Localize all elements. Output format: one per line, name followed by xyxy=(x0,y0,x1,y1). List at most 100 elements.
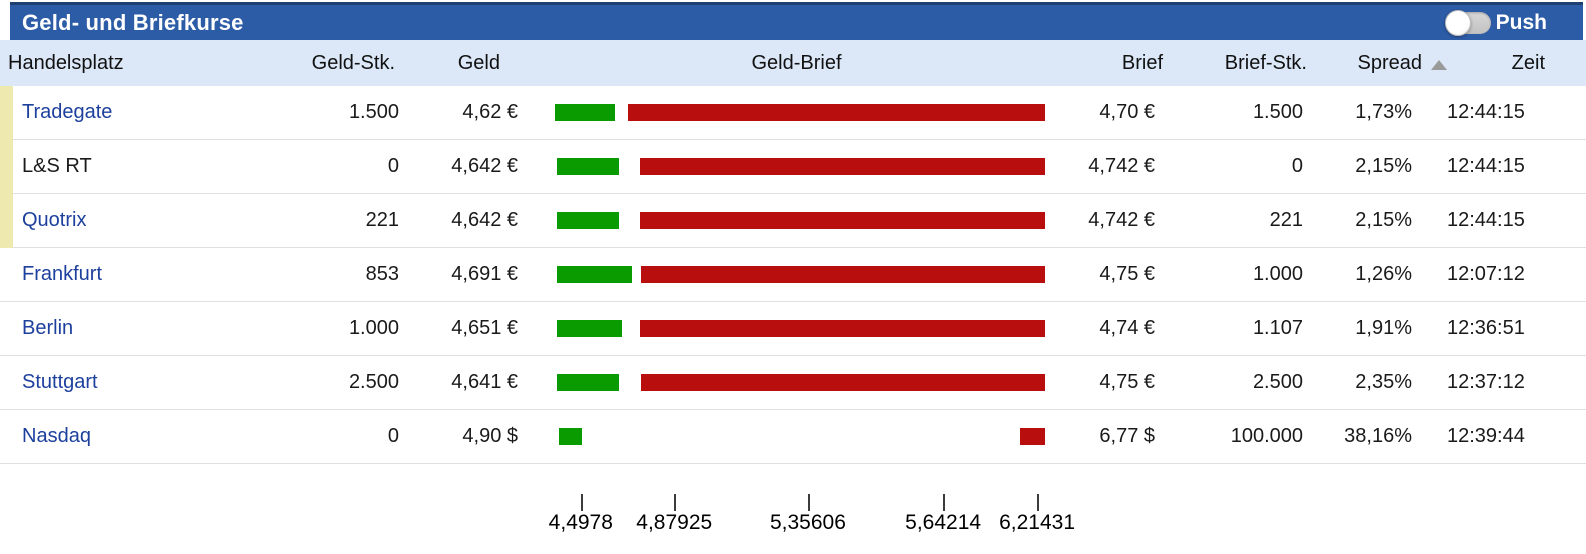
bid-bar xyxy=(556,320,623,337)
bid-bar xyxy=(558,428,582,445)
axis-tick-label: 4,87925 xyxy=(636,511,713,534)
venue-link[interactable]: Stuttgart xyxy=(22,371,98,393)
push-toggle-group: Push xyxy=(1444,9,1547,36)
bid-price-value: 4,62 € xyxy=(462,101,518,123)
ask-size-value: 2.500 xyxy=(1252,371,1303,393)
time-value: 12:37:12 xyxy=(1447,371,1525,393)
ask-price-value: 4,75 € xyxy=(1099,371,1155,393)
header-brief-stk[interactable]: Brief-Stk. xyxy=(1224,51,1307,74)
ask-bar xyxy=(639,212,1045,229)
bid-bar xyxy=(556,266,632,283)
spread-value: 1,73% xyxy=(1355,101,1412,123)
header-spread-label: Spread xyxy=(1357,51,1423,74)
ask-size-value: 100.000 xyxy=(1230,425,1303,447)
header-zeit[interactable]: Zeit xyxy=(1511,51,1545,74)
bid-ask-bar-track xyxy=(548,158,1045,175)
time-value: 12:39:44 xyxy=(1447,425,1525,447)
ask-size-value: 0 xyxy=(1291,155,1303,177)
table-row: Tradegate 1.500 4,62 € 4,70 € 1.500 1,73… xyxy=(0,86,1586,141)
price-axis-row: 4,4978 4,87925 5,35606 5,64214 6,21431 xyxy=(0,464,1586,551)
bid-size-value: 1.500 xyxy=(348,101,399,123)
axis-tick-label: 5,64214 xyxy=(905,511,982,534)
ask-price-value: 4,742 € xyxy=(1088,209,1155,231)
sort-ascending-icon xyxy=(1431,59,1447,70)
widget-title: Geld- und Briefkurse xyxy=(22,9,244,35)
venue-link: L&S RT xyxy=(22,155,92,177)
quote-table-body: Tradegate 1.500 4,62 € 4,70 € 1.500 1,73… xyxy=(0,86,1586,464)
push-toggle[interactable] xyxy=(1444,9,1491,36)
bid-bar xyxy=(556,374,620,391)
bid-ask-bar-track xyxy=(548,104,1045,121)
bid-ask-bar-track xyxy=(548,374,1045,391)
ask-bar xyxy=(639,158,1045,175)
table-header-row: Handelsplatz Geld-Stk. Geld Geld-Brief B… xyxy=(0,40,1586,86)
ask-price-value: 6,77 $ xyxy=(1099,425,1155,447)
bid-size-value: 221 xyxy=(365,209,399,231)
spread-value: 2,35% xyxy=(1355,371,1412,393)
table-row: Stuttgart 2.500 4,641 € 4,75 € 2.500 2,3… xyxy=(0,356,1586,410)
bid-size-value: 2.500 xyxy=(348,371,399,393)
axis-tick-label: 4,4978 xyxy=(548,511,613,534)
time-value: 12:44:15 xyxy=(1447,209,1525,231)
ask-size-value: 221 xyxy=(1269,209,1303,231)
bid-bar xyxy=(554,104,616,121)
axis-tick xyxy=(580,494,583,511)
axis-tick xyxy=(1037,494,1040,511)
spread-value: 2,15% xyxy=(1355,155,1412,177)
best-price-marker xyxy=(0,140,13,195)
bid-size-value: 0 xyxy=(387,155,399,177)
bid-price-value: 4,642 € xyxy=(451,155,518,177)
venue-link[interactable]: Quotrix xyxy=(22,209,87,231)
table-row: Nasdaq 0 4,90 $ 6,77 $ 100.000 38,16% 12… xyxy=(0,410,1586,464)
ask-size-value: 1.500 xyxy=(1252,101,1303,123)
bid-ask-bar-track xyxy=(548,266,1045,283)
axis-tick xyxy=(807,494,810,511)
push-toggle-knob-icon[interactable] xyxy=(1444,9,1471,36)
spread-value: 38,16% xyxy=(1344,425,1412,447)
push-label: Push xyxy=(1495,10,1547,34)
time-value: 12:07:12 xyxy=(1447,263,1525,285)
bid-price-value: 4,691 € xyxy=(451,263,518,285)
header-geld-brief[interactable]: Geld-Brief xyxy=(751,51,842,74)
time-value: 12:44:15 xyxy=(1447,155,1525,177)
header-geld[interactable]: Geld xyxy=(457,51,500,74)
bid-price-value: 4,642 € xyxy=(451,209,518,231)
time-value: 12:36:51 xyxy=(1447,317,1525,339)
bid-size-value: 0 xyxy=(387,425,399,447)
spread-value: 2,15% xyxy=(1355,209,1412,231)
bid-size-value: 1.000 xyxy=(348,317,399,339)
venue-link[interactable]: Berlin xyxy=(22,317,74,339)
ask-price-value: 4,74 € xyxy=(1099,317,1155,339)
venue-link[interactable]: Tradegate xyxy=(22,101,113,123)
ask-price-value: 4,742 € xyxy=(1088,155,1155,177)
header-brief[interactable]: Brief xyxy=(1121,51,1163,74)
bid-price-value: 4,641 € xyxy=(451,371,518,393)
spread-value: 1,91% xyxy=(1355,317,1412,339)
bid-price-value: 4,90 $ xyxy=(462,425,518,447)
header-geld-stk[interactable]: Geld-Stk. xyxy=(311,51,395,74)
bid-ask-bar-track xyxy=(548,428,1045,445)
axis-tick-label: 6,21431 xyxy=(999,511,1076,534)
ask-bar xyxy=(628,104,1045,121)
ask-bar xyxy=(640,266,1045,283)
ask-size-value: 1.000 xyxy=(1252,263,1303,285)
ask-size-value: 1.107 xyxy=(1252,317,1303,339)
table-row: L&S RT 0 4,642 € 4,742 € 0 2,15% 12:44:1… xyxy=(0,140,1586,195)
ask-price-value: 4,70 € xyxy=(1099,101,1155,123)
best-price-marker xyxy=(0,194,13,249)
spread-value: 1,26% xyxy=(1355,263,1412,285)
bid-bar xyxy=(556,158,620,175)
axis-tick xyxy=(943,494,946,511)
price-axis: 4,4978 4,87925 5,35606 5,64214 6,21431 xyxy=(548,464,1075,551)
venue-link[interactable]: Frankfurt xyxy=(22,263,103,285)
header-handelsplatz[interactable]: Handelsplatz xyxy=(8,51,124,74)
widget-titlebar: Geld- und Briefkurse Push xyxy=(10,2,1583,40)
bid-ask-bar-track xyxy=(548,212,1045,229)
bid-ask-bar-track xyxy=(548,320,1045,337)
header-spread[interactable]: Spread xyxy=(1307,52,1447,75)
venue-link[interactable]: Nasdaq xyxy=(22,425,91,447)
bid-price-value: 4,651 € xyxy=(451,317,518,339)
ask-bar xyxy=(640,374,1045,391)
ask-price-value: 4,75 € xyxy=(1099,263,1155,285)
table-row: Quotrix 221 4,642 € 4,742 € 221 2,15% 12… xyxy=(0,194,1586,249)
